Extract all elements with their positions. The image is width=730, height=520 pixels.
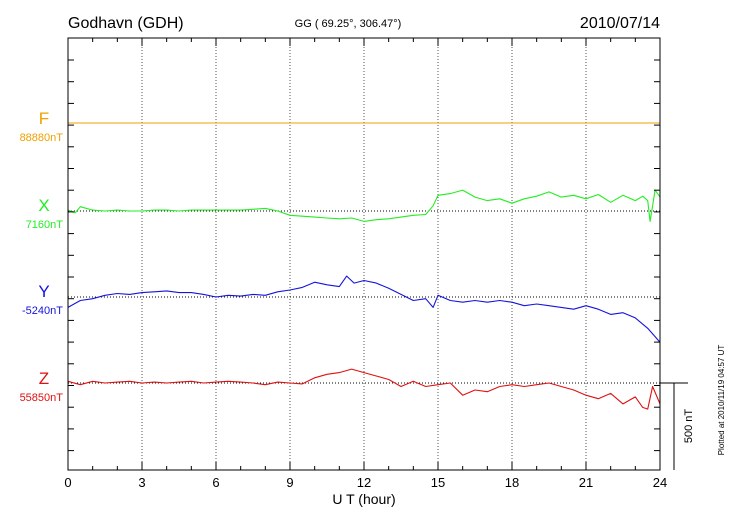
- grid-lines: [141, 38, 587, 470]
- x-tick-label: 18: [505, 475, 519, 490]
- series-name-x: X: [38, 196, 49, 215]
- series-name-z: Z: [39, 369, 49, 388]
- series-labels: F 88880nT X 7160nT Y -5240nT Z 55850nT: [20, 109, 64, 404]
- scale-bar-label: 500 nT: [683, 409, 695, 444]
- x-tick-label: 0: [64, 475, 71, 490]
- chart-date: 2010/07/14: [580, 15, 660, 32]
- series-baseline-f: 88880nT: [20, 132, 64, 144]
- x-tick-label: 9: [286, 475, 293, 490]
- series-baseline-x: 7160nT: [26, 219, 64, 231]
- plotted-note: Plotted at 2010/11/19 04:57 UT: [717, 345, 726, 456]
- x-tick-label: 24: [653, 475, 667, 490]
- series-line-z: [67, 368, 661, 410]
- series-lines: [67, 122, 661, 410]
- x-tick-label: 15: [431, 475, 445, 490]
- series-line-y: [67, 275, 661, 343]
- x-tick-label: 21: [579, 475, 593, 490]
- x-tick-label: 6: [212, 475, 219, 490]
- axis-ticks: [67, 38, 661, 470]
- series-baseline-z: 55850nT: [20, 392, 64, 404]
- series-line-x: [67, 189, 661, 222]
- x-tick-labels: 0 3 6 9 12 15 18 21 24: [64, 475, 667, 490]
- station-coords: GG ( 69.25°, 306.47°): [295, 18, 402, 30]
- series-baseline-y: -5240nT: [22, 305, 63, 317]
- series-name-y: Y: [38, 282, 49, 301]
- x-tick-label: 12: [357, 475, 371, 490]
- series-name-f: F: [39, 109, 49, 128]
- x-tick-label: 3: [138, 475, 145, 490]
- station-title: Godhavn (GDH): [68, 15, 184, 32]
- x-axis-label: U T (hour): [332, 491, 395, 507]
